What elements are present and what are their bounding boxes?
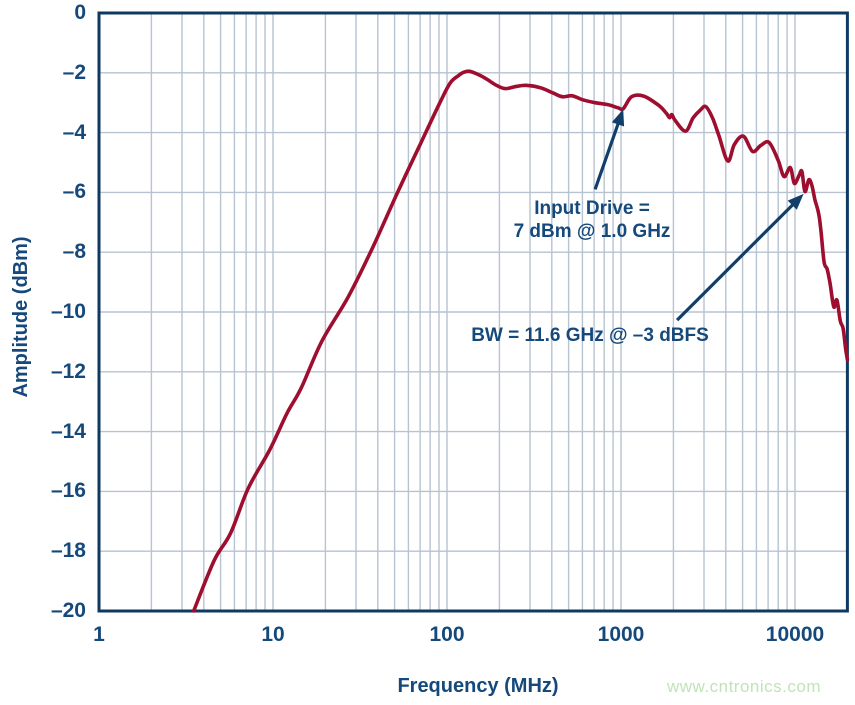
x-tick-label: 1: [93, 623, 105, 646]
y-tick-label: 0: [74, 1, 86, 24]
y-tick-label: –8: [62, 240, 86, 263]
x-tick-label: 100: [429, 623, 465, 646]
x-tick-label: 10000: [765, 623, 825, 646]
y-tick-label: –10: [50, 300, 86, 323]
y-tick-label: –4: [62, 121, 86, 144]
annotation-input-drive: Input Drive = 7 dBm @ 1.0 GHz: [482, 197, 702, 243]
y-tick-label: –16: [50, 479, 86, 502]
x-tick-label: 10: [261, 623, 285, 646]
y-tick-label: –20: [50, 599, 86, 622]
x-tick-label: 1000: [597, 623, 645, 646]
annotation-input-drive-line2: 7 dBm @ 1.0 GHz: [513, 221, 671, 242]
input-drive-arrow: [593, 109, 625, 190]
x-axis-title: Frequency (MHz): [397, 675, 559, 697]
y-tick-label: –14: [50, 420, 86, 443]
y-tick-label: –12: [50, 360, 86, 383]
y-tick-label: –6: [62, 180, 86, 203]
bandwidth-arrow: [675, 193, 804, 322]
watermark: www.cntronics.com: [667, 677, 821, 696]
y-axis-title: Amplitude (dBm): [10, 236, 32, 398]
y-tick-label: –2: [62, 61, 86, 84]
annotation-bandwidth: BW = 11.6 GHz @ –3 dBFS: [471, 325, 709, 346]
annotation-input-drive-line1: Input Drive =: [534, 198, 650, 219]
y-tick-label: –18: [50, 539, 86, 562]
